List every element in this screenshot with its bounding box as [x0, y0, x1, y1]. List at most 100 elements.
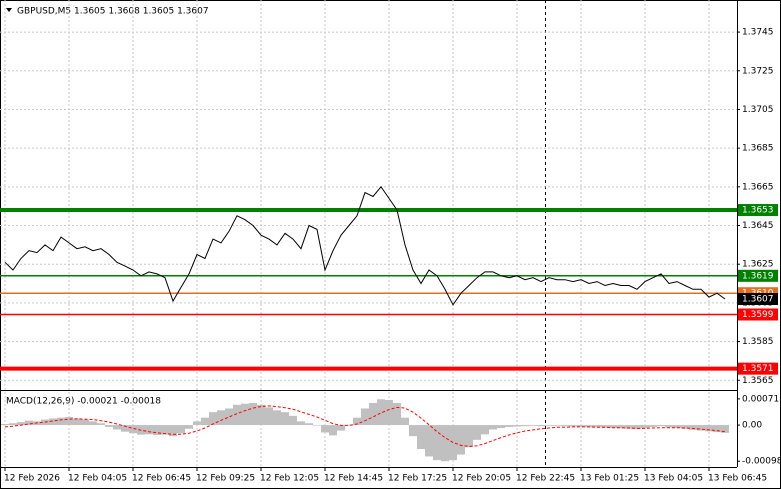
macd-bar: [601, 425, 609, 428]
macd-bar: [265, 407, 273, 426]
macd-bar: [73, 418, 81, 426]
y-tick-label: 1.3645: [742, 221, 774, 231]
x-tick-label: 12 Feb 17:25: [388, 474, 447, 484]
macd-bar: [497, 425, 505, 429]
macd-bar: [241, 403, 249, 426]
macd-bar: [433, 425, 441, 461]
dropdown-icon: [6, 8, 12, 12]
y-tick-label: 1.3565: [742, 376, 774, 386]
macd-bar: [225, 408, 233, 426]
level-label-box: [738, 269, 778, 282]
macd-bar: [385, 400, 393, 426]
macd-bar: [721, 425, 729, 433]
macd-bar: [97, 423, 105, 426]
macd-bar: [297, 421, 305, 426]
macd-bar: [185, 425, 193, 429]
macd-signal: [4, 405, 726, 448]
macd-bar: [129, 425, 137, 434]
macd-bar: [177, 425, 185, 434]
x-tick-label: 13 Feb 06:45: [708, 474, 767, 484]
macd-bar: [313, 425, 321, 426]
macd-bar: [401, 417, 409, 426]
macd-bar: [289, 415, 297, 426]
macd-bar: [641, 425, 649, 429]
macd-bar: [649, 425, 657, 427]
macd-bar: [369, 402, 377, 426]
macd-bar: [65, 416, 73, 426]
chart-title: GBPUSD,M5 1.3605 1.3608 1.3605 1.3607: [17, 7, 209, 17]
level-label: 1.3571: [742, 364, 774, 374]
macd-bar: [17, 422, 25, 426]
macd-bar: [193, 421, 201, 426]
macd-bar: [489, 425, 497, 430]
macd-bar: [553, 425, 561, 426]
macd-bar: [481, 425, 489, 435]
macd-bar: [1, 423, 9, 426]
macd-bar: [305, 423, 313, 426]
x-tick-label: 13 Feb 01:25: [580, 474, 639, 484]
x-tick-label: 12 Feb 06:45: [132, 474, 191, 484]
level-label: 1.3653: [742, 206, 774, 216]
macd-bar: [473, 425, 481, 440]
macd-bar: [673, 425, 681, 429]
macd-bar: [425, 425, 433, 457]
macd-bar: [513, 425, 521, 427]
macd-bar: [441, 425, 449, 462]
macd-bar: [417, 425, 425, 450]
x-tick-label: 12 Feb 2026: [4, 474, 60, 484]
macd-bar: [665, 425, 673, 428]
y-tick-label: 1.3665: [742, 182, 774, 192]
macd-bar: [57, 417, 65, 426]
price-label: 1.3607: [742, 295, 774, 305]
x-tick-label: 12 Feb 04:05: [68, 474, 127, 484]
x-tick-label: 12 Feb 09:25: [196, 474, 255, 484]
macd-bar: [145, 425, 153, 435]
macd-bar: [545, 425, 553, 426]
macd-bar: [609, 425, 617, 429]
macd-bar: [521, 425, 529, 427]
macd-bar: [121, 425, 129, 432]
macd-bar: [657, 425, 665, 427]
macd-bar: [273, 410, 281, 426]
macd-bar: [233, 404, 241, 426]
macd-bar: [577, 425, 585, 427]
macd-bar: [529, 425, 537, 426]
macd-bar: [321, 425, 329, 433]
macd-bar: [209, 412, 217, 426]
y-tick-label: 1.3585: [742, 337, 774, 347]
macd-bar: [561, 425, 569, 427]
macd-bar: [169, 425, 177, 437]
price-line: [4, 185, 726, 306]
macd-bar: [353, 417, 361, 426]
macd-bar: [113, 425, 121, 430]
y-tick-label: 1.3705: [742, 105, 774, 115]
macd-bar: [249, 402, 257, 426]
y-tick-label: 1.3625: [742, 260, 774, 270]
macd-bar: [377, 399, 385, 426]
macd-bar: [505, 425, 513, 427]
level-label: 1.3619: [742, 271, 774, 281]
macd-bar: [337, 425, 345, 431]
level-label-box: [738, 362, 778, 375]
y-tick-label: -0.00098: [742, 457, 781, 467]
macd-bar: [689, 425, 697, 430]
macd-bar: [633, 425, 641, 430]
macd-bar: [457, 425, 465, 455]
y-tick-label: 0.00: [742, 421, 762, 431]
macd-bar: [593, 425, 601, 428]
macd-bar: [537, 425, 545, 427]
macd-bar: [409, 425, 417, 437]
y-tick-label: 0.00071: [742, 394, 779, 404]
x-tick-label: 12 Feb 22:45: [516, 474, 575, 484]
macd-bar: [569, 425, 577, 427]
macd-bar: [217, 410, 225, 426]
macd-bar: [89, 421, 97, 426]
y-tick-label: 1.3725: [742, 66, 774, 76]
x-tick-label: 12 Feb 20:05: [452, 474, 511, 484]
macd-bar: [49, 418, 57, 426]
y-tick-label: 1.3685: [742, 144, 774, 154]
level-label: 1.3599: [742, 310, 774, 320]
macd-bar: [329, 425, 337, 436]
macd-bar: [281, 412, 289, 426]
